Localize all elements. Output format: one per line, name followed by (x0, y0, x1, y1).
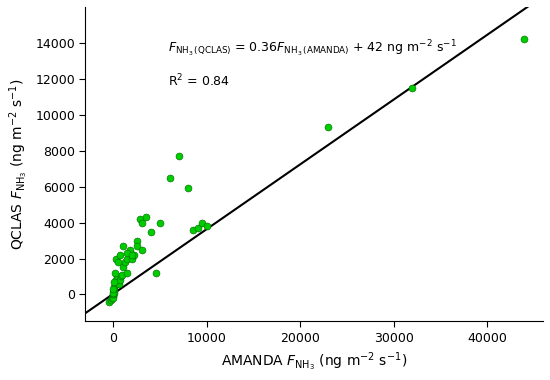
Point (113, 275, 122, 281)
Point (408, 85, 417, 91)
Point (135, 216, 144, 222)
Point (128, 252, 136, 258)
Point (110, 284, 119, 290)
Y-axis label: QCLAS $\mathit{F}_{\mathrm{NH_3}}$ (ng m$^{-2}$ s$^{-1}$): QCLAS $\mathit{F}_{\mathrm{NH_3}}$ (ng m… (7, 78, 30, 250)
Point (114, 259, 123, 265)
Point (109, 286, 118, 292)
Point (184, 185, 192, 192)
X-axis label: AMANDA $\mathit{F}_{\mathrm{NH_3}}$ (ng m$^{-2}$ s$^{-1}$): AMANDA $\mathit{F}_{\mathrm{NH_3}}$ (ng … (221, 350, 408, 373)
Point (202, 223, 211, 229)
Point (133, 238, 141, 244)
Point (112, 279, 120, 285)
Point (104, 299, 113, 305)
Point (130, 252, 139, 258)
Point (146, 228, 155, 234)
Point (189, 227, 197, 233)
Point (118, 264, 127, 271)
Point (109, 291, 118, 298)
Point (126, 247, 135, 253)
Point (142, 214, 151, 220)
Point (116, 277, 124, 283)
Text: $\mathit{F}_{\mathrm{NH_3\,(QCLAS)}}$ = 0.36$\mathit{F}_{\mathrm{NH_3\,(AMANDA)}: $\mathit{F}_{\mathrm{NH_3\,(QCLAS)}}$ = … (168, 38, 456, 59)
Point (137, 220, 146, 226)
Point (109, 295, 118, 301)
Point (107, 295, 116, 301)
Point (324, 124, 333, 130)
Point (115, 280, 124, 287)
Point (137, 247, 146, 253)
Point (112, 277, 120, 283)
Point (112, 255, 120, 261)
Point (112, 274, 121, 280)
Point (117, 274, 125, 280)
Point (108, 290, 117, 296)
Point (123, 255, 132, 261)
Point (123, 270, 132, 276)
Point (111, 282, 119, 288)
Point (118, 272, 127, 278)
Text: R$^2$ = 0.84: R$^2$ = 0.84 (168, 73, 230, 90)
Point (133, 243, 141, 249)
Point (108, 293, 117, 299)
Point (174, 153, 183, 159)
Point (151, 270, 160, 276)
Point (114, 279, 123, 285)
Point (165, 175, 174, 181)
Point (106, 297, 115, 303)
Point (123, 250, 132, 256)
Point (520, 36, 529, 42)
Point (156, 220, 164, 226)
Point (118, 243, 127, 249)
Point (109, 288, 118, 294)
Point (111, 279, 120, 285)
Point (110, 279, 119, 285)
Point (110, 290, 119, 296)
Point (128, 255, 136, 261)
Point (116, 252, 124, 258)
Point (111, 270, 120, 276)
Point (193, 225, 202, 231)
Point (198, 220, 207, 226)
Point (120, 259, 129, 265)
Point (108, 293, 117, 299)
